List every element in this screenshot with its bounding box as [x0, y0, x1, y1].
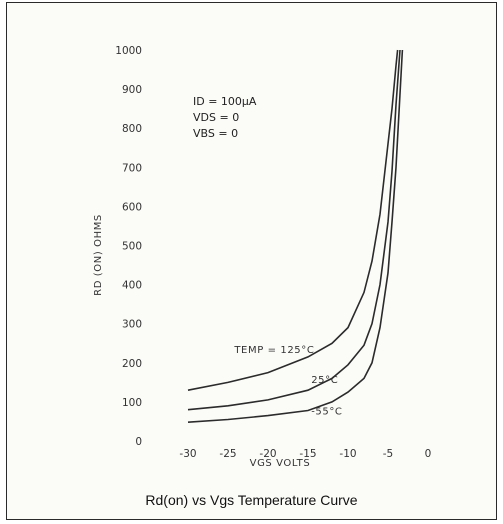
- condition-id: ID = 100µA: [193, 95, 257, 108]
- x-tick-label: -25: [219, 448, 236, 460]
- x-tick-label: -30: [179, 448, 196, 460]
- chart-frame: [6, 2, 497, 520]
- y-tick-label: 700: [122, 162, 142, 174]
- y-tick-label: 600: [122, 201, 142, 213]
- series-line: [187, 49, 404, 423]
- condition-vds: VDS = 0: [193, 111, 239, 124]
- series-line: [187, 49, 401, 411]
- y-tick-label: 300: [122, 319, 142, 331]
- y-tick-label: 100: [122, 397, 142, 409]
- chart-title: Rd(on) vs Vgs Temperature Curve: [145, 492, 358, 508]
- series-label: TEMP = 125°C: [233, 345, 314, 356]
- y-tick-label: 800: [122, 123, 142, 135]
- x-tick-label: -20: [259, 448, 276, 460]
- y-tick-label: 500: [122, 241, 142, 253]
- y-tick-label: 400: [122, 280, 142, 292]
- condition-vbs: VBS = 0: [193, 127, 238, 140]
- x-tick-label: -15: [299, 448, 316, 460]
- x-tick-label: -5: [383, 448, 393, 460]
- x-tick-label: 0: [425, 448, 432, 460]
- series-label: -55°C: [311, 406, 342, 417]
- y-axis-label: RD (ON) OHMS: [93, 214, 104, 296]
- y-tick-label: 900: [122, 84, 142, 96]
- x-tick-label: -10: [339, 448, 356, 460]
- x-axis-label: VGS VOLTS: [250, 458, 311, 469]
- series-line: [187, 49, 399, 391]
- y-tick-label: 0: [135, 436, 142, 448]
- series-label: 25°C: [311, 375, 338, 386]
- y-tick-label: 1000: [115, 45, 142, 57]
- y-tick-label: 200: [122, 358, 142, 370]
